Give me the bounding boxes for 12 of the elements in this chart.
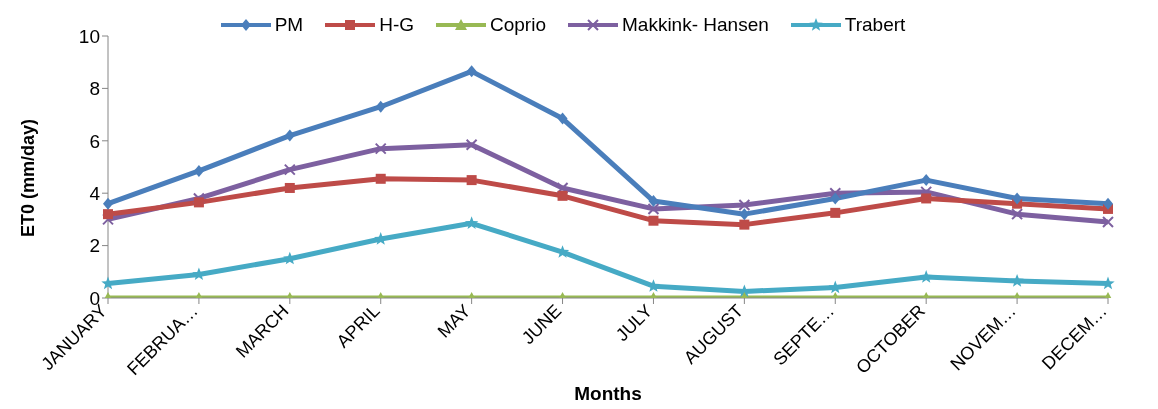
y-tick-label: 4 bbox=[89, 182, 101, 204]
legend-label: Makkink- Hansen bbox=[621, 14, 769, 36]
y-tick-label: 10 bbox=[78, 25, 100, 47]
y-tick-label: 2 bbox=[89, 235, 100, 257]
y-tick-label: 6 bbox=[89, 130, 100, 152]
x-axis-title: Months bbox=[574, 383, 642, 404]
legend-label: PM bbox=[273, 14, 304, 36]
legend-label: Coprio bbox=[489, 14, 546, 36]
legend-label: H-G bbox=[378, 14, 414, 36]
legend-label: Trabert bbox=[843, 14, 906, 36]
y-tick-label: 8 bbox=[89, 78, 100, 100]
y-axis-title: ET0 (mm/day) bbox=[18, 118, 39, 237]
